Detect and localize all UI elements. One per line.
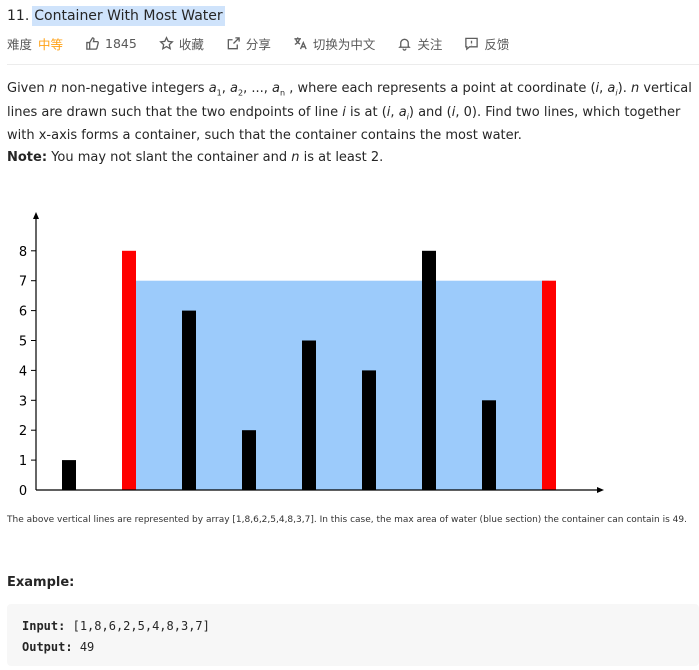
switch-language-button[interactable]: 切换为中文 <box>293 34 376 53</box>
problem-meta-bar: 难度 中等 1845 收藏 分享 切换为中文 关注 反馈 <box>7 33 531 53</box>
problem-note: Note: You may not slant the container an… <box>7 148 383 167</box>
y-tick-label: 2 <box>19 424 27 439</box>
highlight-bar <box>122 250 136 490</box>
y-tick-label: 7 <box>19 275 27 290</box>
y-tick-label: 3 <box>19 394 27 409</box>
example-block: Input: [1,8,6,2,5,4,8,3,7] Output: 49 <box>7 604 699 666</box>
example-input-value: [1,8,6,2,5,4,8,3,7] <box>72 619 210 633</box>
problem-title-text: Container With Most Water <box>32 6 225 26</box>
follow-button[interactable]: 关注 <box>397 34 442 53</box>
follow-label: 关注 <box>417 36 443 52</box>
like-count: 1845 <box>105 35 137 51</box>
thumbs-up-icon <box>86 36 99 50</box>
translate-icon <box>294 36 307 49</box>
bar <box>182 310 196 490</box>
difficulty: 难度 中等 <box>7 34 63 53</box>
example-output-line: Output: 49 <box>22 637 684 658</box>
bar <box>302 340 316 490</box>
bar <box>62 460 76 490</box>
share-label: 分享 <box>245 36 271 52</box>
favorite-label: 收藏 <box>178 36 204 52</box>
bar <box>242 430 256 490</box>
feedback-button[interactable]: 反馈 <box>464 34 509 53</box>
difficulty-value: 中等 <box>38 36 64 52</box>
share-button[interactable]: 分享 <box>226 34 271 53</box>
problem-description: Given n non-negative integers a1, a2, ..… <box>7 81 692 144</box>
chart-caption: The above vertical lines are represented… <box>7 515 687 525</box>
problem-number: 11. <box>7 8 30 24</box>
switch-language-label: 切换为中文 <box>312 36 376 52</box>
feedback-label: 反馈 <box>484 36 510 52</box>
bell-icon <box>398 38 412 51</box>
y-tick-label: 5 <box>19 335 27 350</box>
y-tick-label: 4 <box>19 364 27 379</box>
share-icon <box>227 36 240 49</box>
y-tick-label: 6 <box>19 305 27 320</box>
example-output-value: 49 <box>79 640 95 654</box>
highlight-bar <box>542 280 556 490</box>
example-input-line: Input: [1,8,6,2,5,4,8,3,7] <box>22 616 684 637</box>
note-label: Note: <box>7 150 48 165</box>
star-icon <box>159 35 174 50</box>
y-tick-label: 8 <box>19 245 27 260</box>
bar <box>422 250 436 490</box>
note-text: You may not slant the container and n is… <box>51 150 384 165</box>
example-title: Example: <box>7 575 75 590</box>
y-axis-arrow <box>33 212 39 219</box>
example-input-label: Input: <box>22 619 66 633</box>
example-output-label: Output: <box>22 640 73 654</box>
y-tick-label: 1 <box>19 454 27 469</box>
bar <box>362 370 376 490</box>
feedback-icon <box>465 37 479 51</box>
water-area <box>129 280 549 490</box>
like-button[interactable]: 1845 <box>85 36 137 51</box>
problem-title: 11. Container With Most Water <box>7 6 225 26</box>
y-tick-label: 0 <box>19 484 27 499</box>
x-axis-arrow <box>597 487 604 493</box>
water-container-chart: 0 1 2 3 4 5 6 7 8 <box>19 212 604 499</box>
bar <box>482 400 496 490</box>
difficulty-label: 难度 <box>7 36 33 52</box>
header-divider <box>7 64 699 65</box>
favorite-button[interactable]: 收藏 <box>159 34 204 53</box>
